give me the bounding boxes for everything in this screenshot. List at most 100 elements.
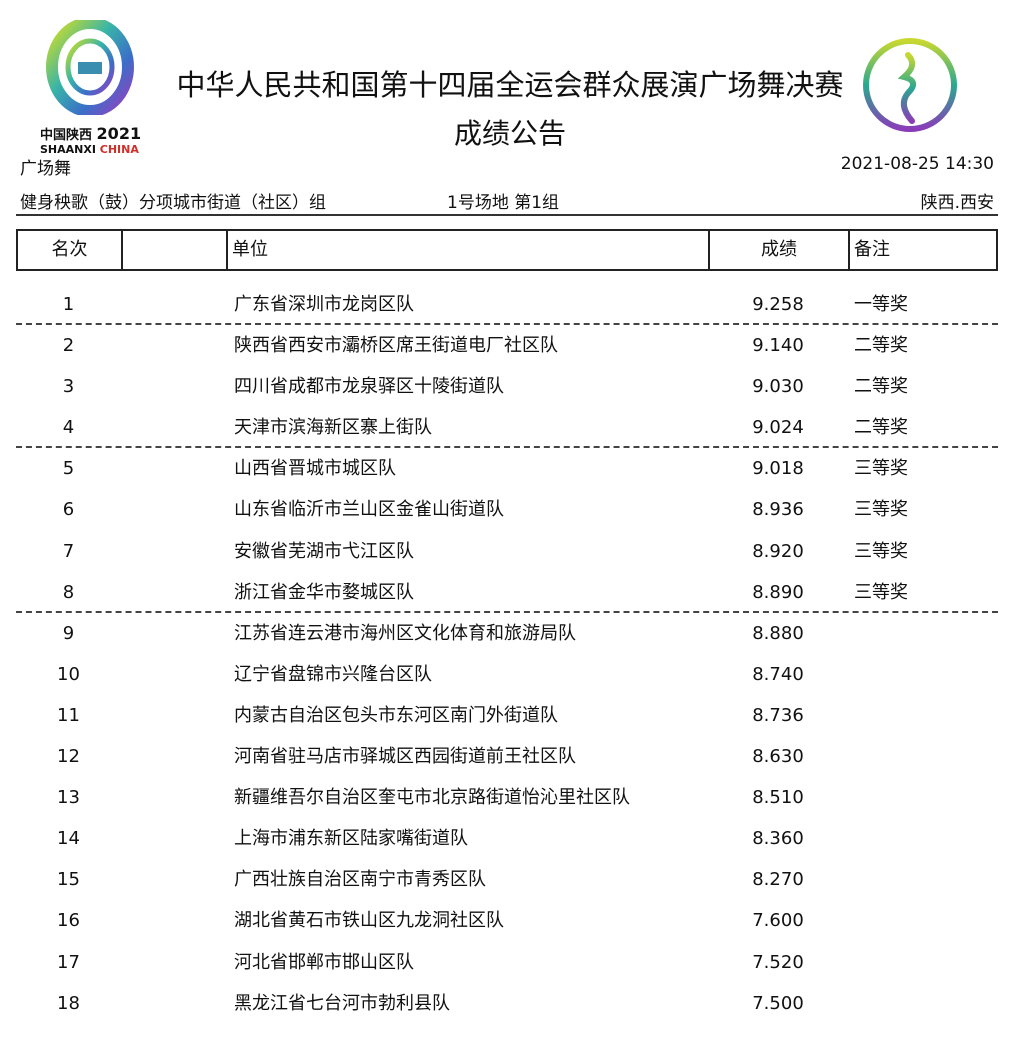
rank-cell: 6: [62, 499, 75, 521]
rank-cell: 7: [62, 540, 75, 562]
header-note: 备注: [854, 239, 890, 260]
score-cell: 8.936: [752, 499, 804, 521]
score-cell: 8.630: [752, 746, 804, 768]
logo-year: 2021: [96, 124, 142, 143]
blank-cell: [121, 325, 226, 366]
divider: [16, 214, 998, 216]
note-cell: 二等奖: [854, 376, 908, 398]
rank-cell: 18: [57, 992, 80, 1014]
note-cell: [848, 983, 998, 1024]
score-cell: 8.890: [752, 581, 804, 603]
unit-cell: 新疆维吾尔自治区奎屯市北京路街道怡沁里社区队: [234, 787, 630, 809]
table-row: 12 河南省驻马店市驿城区西园街道前王社区队 8.630: [16, 736, 998, 777]
table-row: 15 广西壮族自治区南宁市青秀区队 8.270: [16, 859, 998, 900]
table-row: 7 安徽省芜湖市弋江区队 8.920 三等奖: [16, 531, 998, 572]
logo-text: SHAANXI: [40, 143, 96, 156]
score-cell: 7.520: [752, 951, 804, 973]
table-row: 6 山东省临沂市兰山区金雀山街道队 8.936 三等奖: [16, 489, 998, 530]
note-cell: 二等奖: [854, 335, 908, 357]
table-row: 18 黑龙江省七台河市勃利县队 7.500: [16, 983, 998, 1024]
rank-cell: 1: [62, 294, 75, 315]
note-cell: [848, 736, 998, 777]
note-cell: 三等奖: [854, 458, 908, 480]
rank-cell: 16: [57, 910, 80, 932]
score-cell: 8.270: [752, 869, 804, 891]
score-cell: 9.258: [752, 294, 804, 315]
score-cell: 8.740: [752, 663, 804, 685]
table-row: 1 广东省深圳市龙岗区队 9.258 一等奖: [16, 284, 998, 326]
table-row: 10 辽宁省盘锦市兴隆台区队 8.740: [16, 654, 998, 695]
unit-cell: 上海市浦东新区陆家嘴街道队: [234, 828, 468, 850]
table-row: 4 天津市滨海新区寨上街队 9.024 二等奖: [16, 407, 998, 449]
unit-cell: 湖北省黄石市铁山区九龙洞社区队: [234, 910, 504, 932]
unit-cell: 广东省深圳市龙岗区队: [234, 294, 414, 315]
unit-cell: 安徽省芜湖市弋江区队: [234, 540, 414, 562]
games-logo: 中国陕西 2021 SHAANXI CHINA: [40, 17, 142, 156]
blank-cell: [121, 284, 226, 325]
unit-cell: 内蒙古自治区包头市东河区南门外街道队: [234, 704, 558, 726]
note-cell: [848, 818, 998, 859]
rank-cell: 9: [62, 622, 75, 644]
unit-cell: 广西壮族自治区南宁市青秀区队: [234, 869, 486, 891]
unit-cell: 陕西省西安市灞桥区席王街道电厂社区队: [234, 335, 558, 357]
results-table: 1 广东省深圳市龙岗区队 9.258 一等奖 2 陕西省西安市灞桥区席王街道电厂社区队 9.…: [16, 284, 998, 1024]
blank-cell: [121, 654, 226, 695]
event-name: 健身秧歌（鼓）分项城市街道（社区）组: [20, 193, 326, 213]
score-cell: 9.024: [752, 417, 804, 439]
header-unit: 单位: [228, 231, 710, 269]
score-cell: 9.030: [752, 376, 804, 398]
table-row: 11 内蒙古自治区包头市东河区南门外街道队 8.736: [16, 695, 998, 736]
table-row: 13 新疆维吾尔自治区奎屯市北京路街道怡沁里社区队 8.510: [16, 777, 998, 818]
unit-cell: 天津市滨海新区寨上街队: [234, 417, 432, 439]
blank-cell: [121, 695, 226, 736]
blank-cell: [121, 859, 226, 900]
rank-cell: 4: [62, 417, 75, 439]
note-cell: [848, 942, 998, 983]
header-rank: 名次: [18, 231, 123, 269]
page-subtitle: 成绩公告: [453, 117, 566, 150]
score-cell: 9.018: [752, 458, 804, 480]
note-cell: 三等奖: [854, 540, 908, 562]
unit-cell: 浙江省金华市婺城区队: [234, 581, 414, 603]
rank-cell: 11: [57, 704, 80, 726]
mascot-logo-icon: [860, 35, 960, 135]
table-row: 5 山西省晋城市城区队 9.018 三等奖: [16, 448, 998, 489]
blank-cell: [121, 900, 226, 941]
header-blank: [123, 231, 228, 269]
table-row: 9 江苏省连云港市海州区文化体育和旅游局队 8.880: [16, 613, 998, 654]
blank-cell: [121, 777, 226, 818]
logo-text: CHINA: [99, 143, 139, 156]
table-row: 16 湖北省黄石市铁山区九龙洞社区队 7.600: [16, 900, 998, 941]
blank-cell: [121, 613, 226, 654]
score-cell: 9.140: [752, 335, 804, 357]
unit-cell: 河北省邯郸市邯山区队: [234, 951, 414, 973]
games-emblem-icon: [46, 17, 134, 117]
table-row: 17 河北省邯郸市邯山区队 7.520: [16, 942, 998, 983]
blank-cell: [121, 736, 226, 777]
blank-cell: [121, 942, 226, 983]
note-cell: [848, 777, 998, 818]
score-cell: 8.510: [752, 787, 804, 809]
rank-cell: 8: [62, 581, 75, 603]
note-cell: 二等奖: [854, 417, 908, 439]
rank-cell: 3: [62, 376, 75, 398]
blank-cell: [121, 572, 226, 613]
table-row: 14 上海市浦东新区陆家嘴街道队 8.360: [16, 818, 998, 859]
blank-cell: [121, 531, 226, 572]
blank-cell: [121, 818, 226, 859]
score-cell: 8.920: [752, 540, 804, 562]
note-cell: [848, 695, 998, 736]
table-row: 8 浙江省金华市婺城区队 8.890 三等奖: [16, 572, 998, 613]
logo-text: 中国陕西: [40, 128, 93, 143]
blank-cell: [121, 448, 226, 489]
rank-cell: 2: [62, 335, 75, 357]
venue: 1号场地 第1组: [447, 193, 560, 213]
blank-cell: [121, 983, 226, 1024]
rank-cell: 10: [57, 663, 80, 685]
location: 陕西.西安: [920, 193, 994, 213]
unit-cell: 辽宁省盘锦市兴隆台区队: [234, 663, 432, 685]
score-cell: 8.880: [752, 622, 804, 644]
rank-cell: 12: [57, 746, 80, 768]
blank-cell: [121, 366, 226, 407]
unit-cell: 四川省成都市龙泉驿区十陵街道队: [234, 376, 504, 398]
